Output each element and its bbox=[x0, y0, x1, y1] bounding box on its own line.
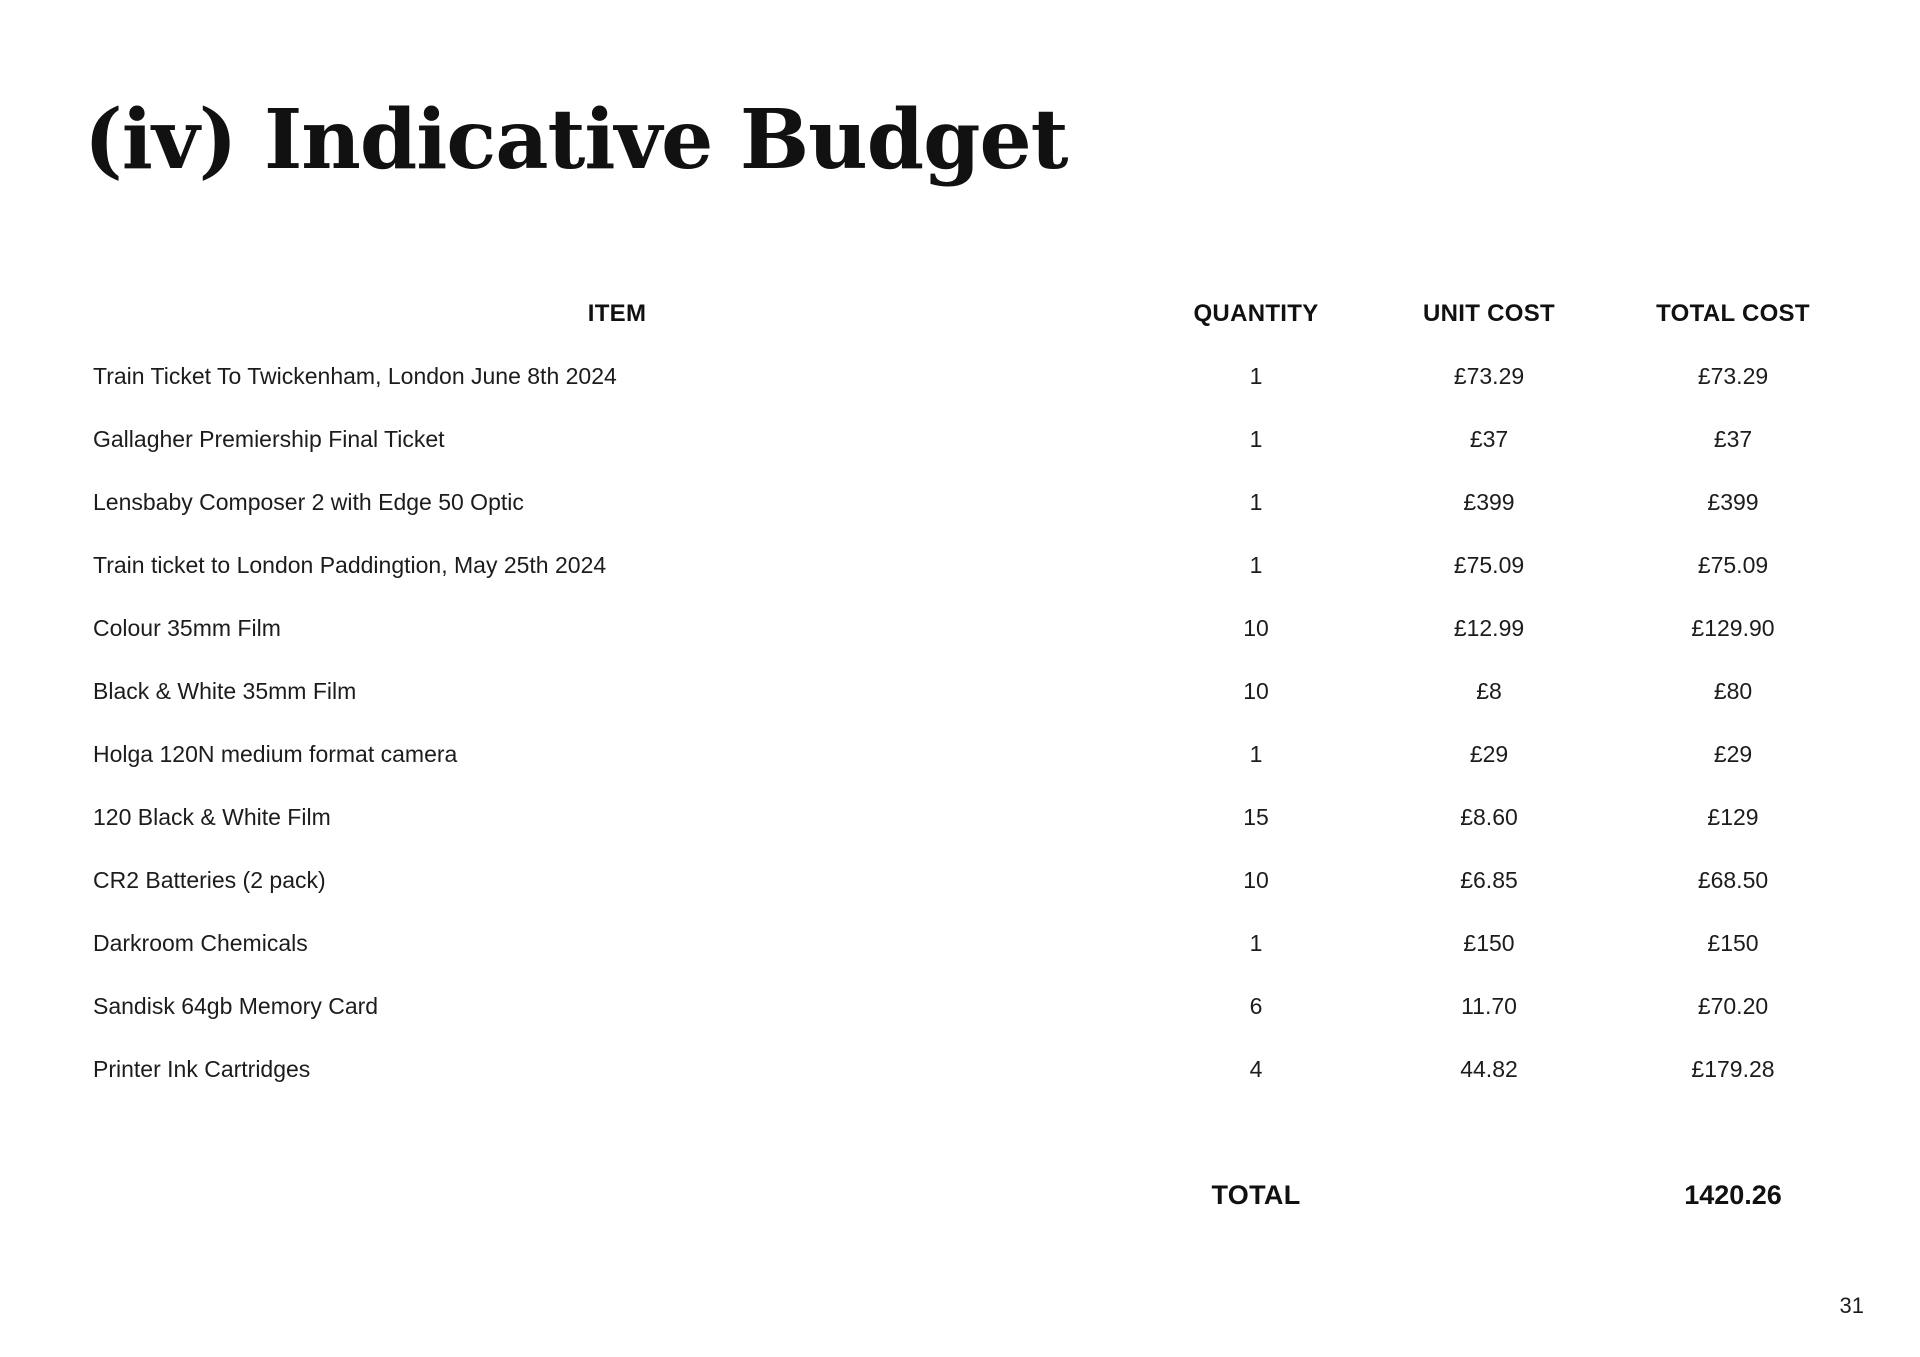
row-unit-cost: 44.82 bbox=[1460, 1056, 1518, 1082]
row-quantity: 4 bbox=[1249, 1056, 1263, 1082]
row-item: Black & White 35mm Film bbox=[93, 678, 357, 704]
row-item: Darkroom Chemicals bbox=[93, 930, 308, 956]
row-unit-cost: £6.85 bbox=[1460, 867, 1518, 893]
row-quantity: 1 bbox=[1249, 489, 1263, 515]
row-quantity: 10 bbox=[1243, 678, 1269, 704]
page-title: (iv) Indicative Budget bbox=[84, 92, 1069, 188]
row-item: Sandisk 64gb Memory Card bbox=[93, 993, 379, 1019]
total-label: TOTAL bbox=[1211, 1180, 1301, 1210]
row-item: Holga 120N medium format camera bbox=[93, 741, 458, 767]
row-item: Gallagher Premiership Final Ticket bbox=[93, 426, 445, 452]
row-total-cost: £179.28 bbox=[1691, 1056, 1775, 1082]
table-row: CR2 Batteries (2 pack) 10 £6.85 £68.50 bbox=[93, 849, 1859, 912]
table-header-row: ITEM QUANTITY UNIT COST TOTAL COST bbox=[93, 282, 1859, 345]
row-unit-cost: £29 bbox=[1469, 741, 1509, 767]
header-quantity: QUANTITY bbox=[1193, 299, 1319, 327]
row-quantity: 1 bbox=[1249, 930, 1263, 956]
header-item: ITEM bbox=[587, 299, 647, 327]
budget-table: ITEM QUANTITY UNIT COST TOTAL COST Train… bbox=[93, 282, 1859, 1227]
row-total-cost: £75.09 bbox=[1697, 552, 1769, 578]
row-unit-cost: £8 bbox=[1476, 678, 1502, 704]
table-row: Black & White 35mm Film 10 £8 £80 bbox=[93, 660, 1859, 723]
table-row: Holga 120N medium format camera 1 £29 £29 bbox=[93, 723, 1859, 786]
row-total-cost: £37 bbox=[1713, 426, 1753, 452]
table-total-row: TOTAL 1420.26 bbox=[93, 1164, 1859, 1227]
row-unit-cost: £399 bbox=[1463, 489, 1515, 515]
row-quantity: 1 bbox=[1249, 426, 1263, 452]
row-item: Printer Ink Cartridges bbox=[93, 1056, 311, 1082]
row-quantity: 1 bbox=[1249, 363, 1263, 389]
table-row: Sandisk 64gb Memory Card 6 11.70 £70.20 bbox=[93, 975, 1859, 1038]
header-total-cost: TOTAL COST bbox=[1656, 299, 1810, 327]
total-value: 1420.26 bbox=[1684, 1180, 1782, 1210]
row-unit-cost: £75.09 bbox=[1453, 552, 1525, 578]
row-quantity: 1 bbox=[1249, 552, 1263, 578]
table-row: Colour 35mm Film 10 £12.99 £129.90 bbox=[93, 597, 1859, 660]
table-row: Train ticket to London Paddingtion, May … bbox=[93, 534, 1859, 597]
page-number: 31 bbox=[1839, 1293, 1864, 1318]
row-total-cost: £150 bbox=[1707, 930, 1759, 956]
table-row: Gallagher Premiership Final Ticket 1 £37 £3… bbox=[93, 408, 1859, 471]
row-unit-cost: 11.70 bbox=[1461, 993, 1517, 1019]
table-body: Train Ticket To Twickenham, London June … bbox=[93, 345, 1859, 1101]
row-item: CR2 Batteries (2 pack) bbox=[93, 867, 326, 893]
row-total-cost: £73.29 bbox=[1697, 363, 1769, 389]
row-item: Train ticket to London Paddingtion, May … bbox=[93, 552, 607, 578]
row-total-cost: £68.50 bbox=[1697, 867, 1769, 893]
row-total-cost: £129.90 bbox=[1691, 615, 1775, 641]
row-item: Lensbaby Composer 2 with Edge 50 Optic bbox=[93, 489, 524, 515]
table-row: Lensbaby Composer 2 with Edge 50 Optic 1 £… bbox=[93, 471, 1859, 534]
row-quantity: 1 bbox=[1249, 741, 1263, 767]
row-unit-cost: £37 bbox=[1469, 426, 1509, 452]
row-item: Colour 35mm Film bbox=[93, 615, 281, 641]
table-row: Darkroom Chemicals 1 £150 £150 bbox=[93, 912, 1859, 975]
row-quantity: 6 bbox=[1249, 993, 1263, 1019]
row-total-cost: £70.20 bbox=[1697, 993, 1769, 1019]
table-row: 120 Black & White Film 15 £8.60 £129 bbox=[93, 786, 1859, 849]
row-item: Train Ticket To Twickenham, London June … bbox=[93, 363, 617, 389]
row-total-cost: £129 bbox=[1707, 804, 1759, 830]
row-unit-cost: £73.29 bbox=[1453, 363, 1525, 389]
row-total-cost: £29 bbox=[1713, 741, 1753, 767]
table-row: Printer Ink Cartridges 4 44.82 £179.28 bbox=[93, 1038, 1859, 1101]
table-row: Train Ticket To Twickenham, London June … bbox=[93, 345, 1859, 408]
row-unit-cost: £8.60 bbox=[1460, 804, 1518, 830]
row-unit-cost: £150 bbox=[1463, 930, 1515, 956]
row-quantity: 10 bbox=[1243, 615, 1269, 641]
row-item: 120 Black & White Film bbox=[93, 804, 331, 830]
row-quantity: 15 bbox=[1243, 804, 1269, 830]
row-unit-cost: £12.99 bbox=[1453, 615, 1525, 641]
row-quantity: 10 bbox=[1243, 867, 1269, 893]
row-total-cost: £80 bbox=[1713, 678, 1753, 704]
header-unit-cost: UNIT COST bbox=[1422, 299, 1556, 327]
row-total-cost: £399 bbox=[1707, 489, 1759, 515]
